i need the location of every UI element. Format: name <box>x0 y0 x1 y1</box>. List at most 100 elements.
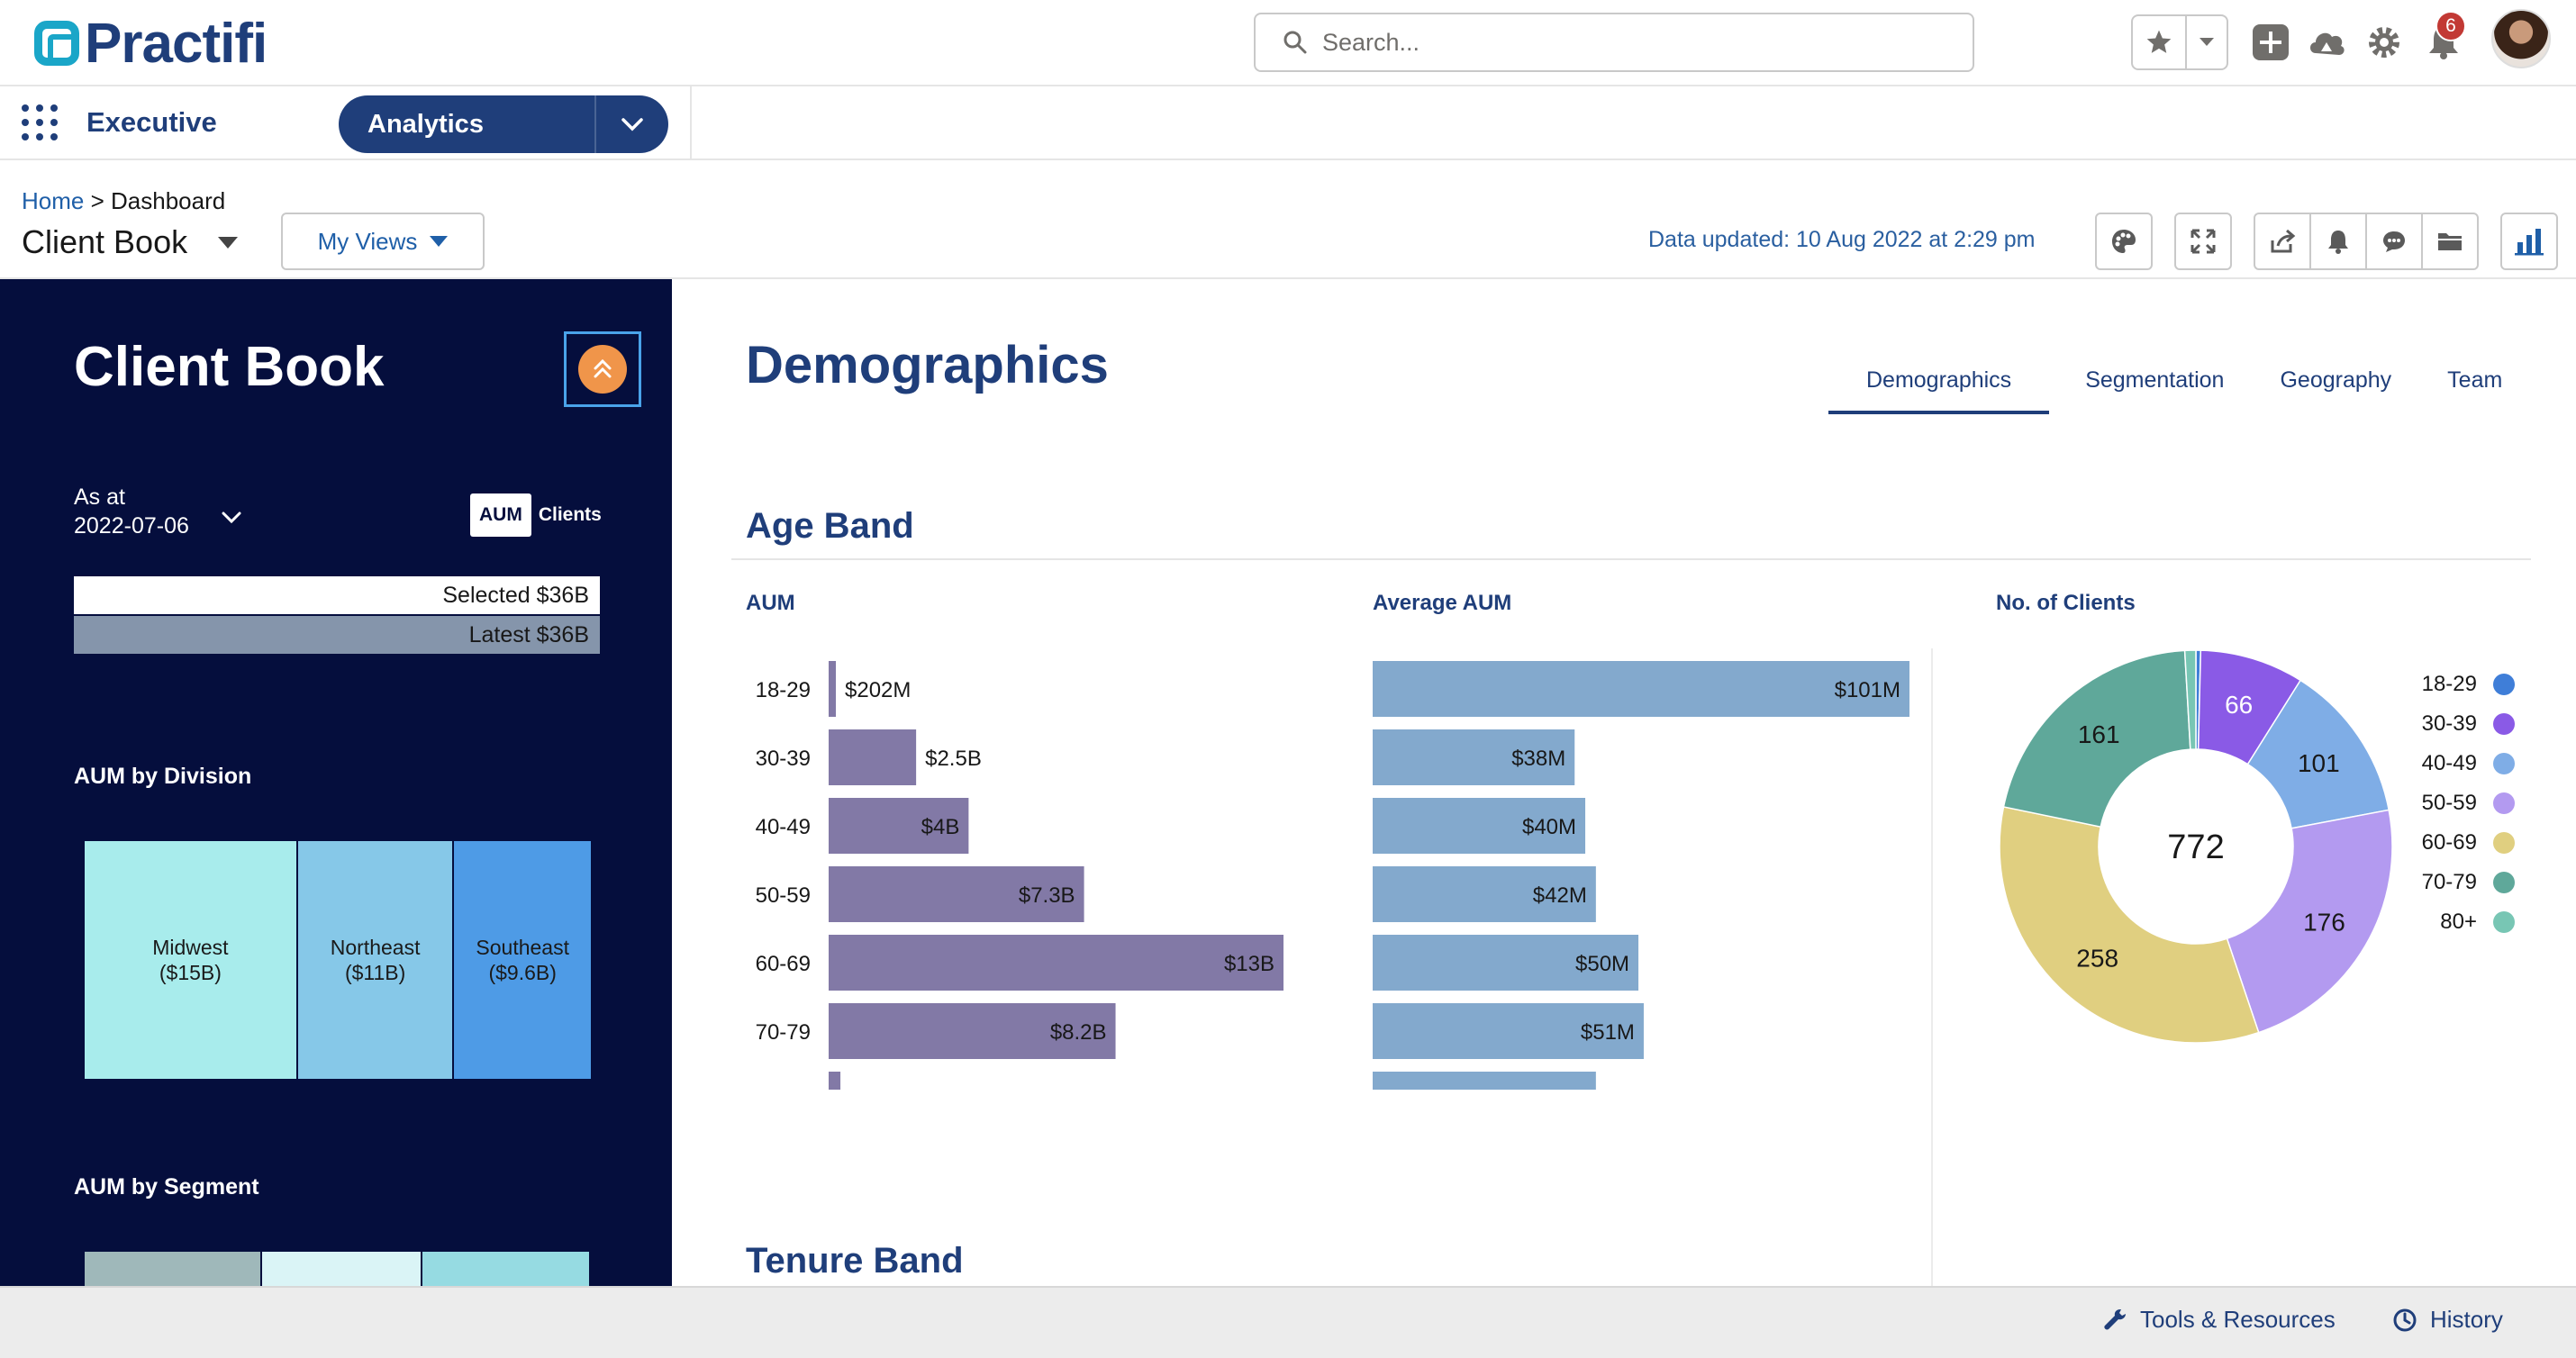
segment-cell[interactable] <box>262 1252 422 1286</box>
expand-icon <box>2191 229 2216 254</box>
legend-item[interactable]: 40-49 <box>2407 746 2515 785</box>
data-label: $13B <box>1224 952 1274 976</box>
donut-slice-70-79[interactable] <box>2002 649 2191 828</box>
cloud-icon <box>2310 32 2345 55</box>
subscribe-button[interactable] <box>2311 214 2367 268</box>
page-title-selector[interactable]: Client Book <box>22 223 239 261</box>
category-label: 40-49 <box>756 815 811 839</box>
dashboard-tabs: Demographics Segmentation Geography Team <box>1828 362 2538 414</box>
panel-title: Client Book <box>74 336 385 398</box>
division-name: Northeast <box>330 936 421 959</box>
favorites-button[interactable] <box>2133 16 2187 68</box>
donut-slice-80+[interactable] <box>2183 649 2197 750</box>
data-label: $101M <box>1835 678 1900 702</box>
app-launcher-icon[interactable] <box>20 103 59 142</box>
average-aum-bar[interactable] <box>1373 866 1596 922</box>
search-input[interactable] <box>1322 28 1953 57</box>
fullscreen-button[interactable] <box>2174 213 2232 270</box>
selected-aum-bar: Selected $36B <box>74 576 600 614</box>
donut-slice-50-59[interactable] <box>2226 809 2393 1034</box>
palette-icon <box>2112 230 2136 253</box>
donut-center-total: 772 <box>2167 828 2224 866</box>
legend-item[interactable]: 60-69 <box>2407 825 2515 865</box>
analytics-view-button[interactable] <box>2500 213 2558 270</box>
slice-label: 176 <box>2303 908 2345 936</box>
toggle-clients[interactable]: Clients <box>538 504 602 525</box>
comments-button[interactable] <box>2367 214 2423 268</box>
nav-item-analytics[interactable]: Analytics <box>339 95 668 153</box>
open-folder-button[interactable] <box>2423 214 2477 268</box>
practifi-logo[interactable]: Practifi <box>34 13 268 75</box>
aum-bar[interactable] <box>829 866 1084 922</box>
division-name: Midwest <box>152 936 229 959</box>
average-aum-bar[interactable] <box>1373 661 1909 717</box>
nav-item-dropdown[interactable] <box>594 95 668 153</box>
segment-cell[interactable] <box>422 1252 591 1286</box>
segment-cell[interactable] <box>85 1252 263 1286</box>
page-title: Client Book <box>22 223 188 260</box>
global-actions-button[interactable] <box>2250 22 2291 63</box>
wrench-icon <box>2104 1308 2126 1330</box>
chevron-down-icon[interactable] <box>220 506 243 530</box>
legend-swatch <box>2493 832 2515 854</box>
data-label: $50M <box>1575 952 1629 976</box>
favorites-dropdown-button[interactable] <box>2187 16 2227 68</box>
slice-label: 66 <box>2225 691 2253 719</box>
as-at-date[interactable]: 2022-07-06 <box>74 513 189 539</box>
tools-resources-button[interactable]: Tools & Resources <box>2102 1306 2336 1334</box>
tab-team[interactable]: Team <box>2447 367 2503 393</box>
legend-swatch <box>2493 911 2515 933</box>
average-aum-bar[interactable] <box>1373 935 1639 991</box>
division-midwest[interactable]: Midwest ($15B) <box>85 841 298 1079</box>
toggle-aum[interactable]: AUM <box>470 493 531 537</box>
average-aum-bar[interactable] <box>1373 798 1586 854</box>
aum-by-segment-treemap <box>85 1252 591 1286</box>
breadcrumb-home-link[interactable]: Home <box>22 187 85 214</box>
aum-bar[interactable] <box>829 1072 841 1090</box>
user-avatar[interactable] <box>2491 9 2551 68</box>
chevron-down-icon <box>621 118 643 131</box>
legend-item[interactable]: 80+ <box>2407 904 2515 944</box>
legend-item[interactable]: 18-29 <box>2407 666 2515 706</box>
division-northeast[interactable]: Northeast ($11B) <box>297 841 455 1079</box>
share-button[interactable] <box>2255 214 2311 268</box>
average-aum-bar[interactable] <box>1373 729 1575 785</box>
aum-clients-toggle[interactable]: AUM Clients <box>470 493 609 537</box>
tools-resources-label: Tools & Resources <box>2140 1306 2336 1333</box>
trailhead-button[interactable] <box>2306 22 2347 63</box>
legend-item[interactable]: 70-79 <box>2407 865 2515 904</box>
aum-bar[interactable] <box>829 1003 1116 1059</box>
global-search[interactable] <box>1254 13 1974 72</box>
breadcrumb-current: Dashboard <box>111 187 226 214</box>
category-label: 60-69 <box>756 952 811 976</box>
aum-bar[interactable] <box>829 729 917 785</box>
history-button[interactable]: History <box>2392 1306 2503 1334</box>
chevron-down-icon <box>2200 38 2214 46</box>
data-label: $336M <box>849 1089 915 1090</box>
my-views-dropdown[interactable]: My Views <box>281 213 485 270</box>
collapse-panel-button[interactable] <box>564 331 641 407</box>
tab-geography[interactable]: Geography <box>2280 367 2392 393</box>
division-southeast[interactable]: Southeast ($9.6B) <box>454 841 591 1079</box>
tab-segmentation[interactable]: Segmentation <box>2085 367 2225 393</box>
tab-demographics[interactable]: Demographics <box>1828 362 2050 414</box>
data-label: $202M <box>845 678 911 702</box>
setup-button[interactable] <box>2363 22 2405 63</box>
average-aum-bar[interactable] <box>1373 1072 1596 1090</box>
division-name: Southeast <box>476 936 569 959</box>
breadcrumb: Home > Dashboard <box>22 187 225 215</box>
app-name: Executive <box>86 106 217 138</box>
data-label: $51M <box>1581 1020 1635 1045</box>
division-value: ($15B) <box>159 961 222 984</box>
division-value: ($9.6B) <box>488 961 557 984</box>
aum-bar[interactable] <box>829 661 836 717</box>
theme-button[interactable] <box>2095 213 2153 270</box>
aum-bar[interactable] <box>829 935 1283 991</box>
legend-item[interactable]: 30-39 <box>2407 706 2515 746</box>
caret-down-icon <box>430 236 449 247</box>
data-label: $38M <box>1511 747 1565 771</box>
average-aum-bar[interactable] <box>1373 1003 1644 1059</box>
aum-bar[interactable] <box>829 798 969 854</box>
legend-item[interactable]: 50-59 <box>2407 785 2515 825</box>
donut-slice-60-69[interactable] <box>1999 806 2260 1044</box>
